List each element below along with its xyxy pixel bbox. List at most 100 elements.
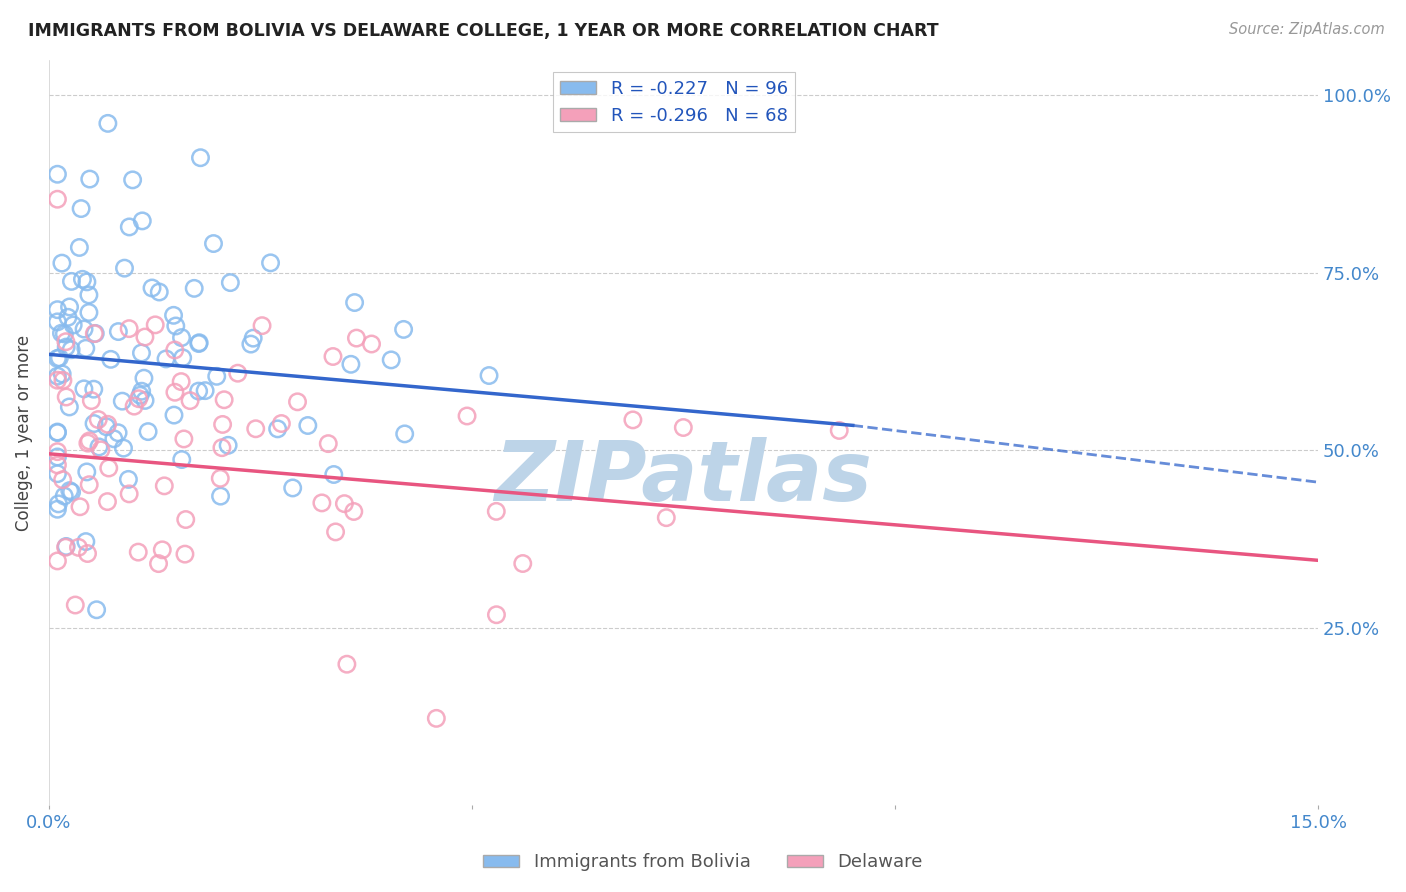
Point	[65, 598, 87, 612]
Legend: Immigrants from Bolivia, Delaware: Immigrants from Bolivia, Delaware	[477, 847, 929, 879]
Point	[209, 489, 232, 503]
Point	[131, 346, 153, 360]
Point	[179, 393, 201, 408]
Point	[170, 330, 193, 344]
Point	[163, 343, 186, 357]
Point	[48, 351, 70, 365]
Point	[76, 547, 98, 561]
Point	[52, 373, 75, 387]
Point	[84, 326, 107, 341]
Point	[187, 336, 209, 351]
Point	[170, 452, 193, 467]
Point	[217, 438, 239, 452]
Point	[46, 425, 69, 439]
Point	[380, 352, 402, 367]
Point	[76, 465, 98, 479]
Point	[188, 335, 211, 350]
Point	[394, 426, 416, 441]
Point	[672, 420, 695, 434]
Point	[174, 512, 197, 526]
Point	[174, 547, 197, 561]
Point	[46, 450, 69, 464]
Point	[73, 382, 96, 396]
Point	[163, 385, 186, 400]
Point	[155, 351, 177, 366]
Point	[226, 366, 249, 380]
Point	[183, 281, 205, 295]
Point	[128, 392, 150, 406]
Point	[281, 481, 304, 495]
Point	[190, 151, 212, 165]
Point	[46, 554, 69, 568]
Point	[322, 350, 344, 364]
Point	[148, 285, 170, 299]
Point	[59, 483, 82, 498]
Point	[72, 272, 94, 286]
Point	[132, 371, 155, 385]
Point	[202, 236, 225, 251]
Point	[55, 390, 77, 404]
Point	[118, 321, 141, 335]
Point	[266, 422, 288, 436]
Point	[325, 524, 347, 539]
Point	[134, 393, 156, 408]
Point	[118, 487, 141, 501]
Point	[143, 318, 166, 332]
Point	[131, 214, 153, 228]
Point	[55, 334, 77, 349]
Point	[211, 441, 233, 455]
Point	[259, 256, 281, 270]
Point	[67, 240, 90, 254]
Point	[114, 261, 136, 276]
Point	[46, 444, 69, 458]
Point	[655, 510, 678, 524]
Point	[621, 413, 644, 427]
Legend: R = -0.227   N = 96, R = -0.296   N = 68: R = -0.227 N = 96, R = -0.296 N = 68	[553, 72, 796, 132]
Point	[187, 384, 209, 398]
Point	[134, 330, 156, 344]
Point	[212, 392, 235, 407]
Point	[60, 274, 83, 288]
Point	[478, 368, 501, 383]
Point	[77, 305, 100, 319]
Point	[97, 116, 120, 130]
Point	[79, 172, 101, 186]
Point	[76, 275, 98, 289]
Point	[165, 318, 187, 333]
Point	[346, 331, 368, 345]
Point	[121, 173, 143, 187]
Text: ZIPatlas: ZIPatlas	[495, 437, 873, 517]
Point	[86, 603, 108, 617]
Point	[46, 302, 69, 317]
Point	[46, 425, 69, 440]
Text: IMMIGRANTS FROM BOLIVIA VS DELAWARE COLLEGE, 1 YEAR OR MORE CORRELATION CHART: IMMIGRANTS FROM BOLIVIA VS DELAWARE COLL…	[28, 22, 939, 40]
Point	[107, 425, 129, 440]
Point	[392, 322, 415, 336]
Point	[67, 541, 90, 555]
Point	[55, 540, 77, 554]
Point	[60, 485, 83, 500]
Point	[52, 473, 75, 487]
Point	[51, 256, 73, 270]
Point	[250, 318, 273, 333]
Point	[58, 300, 80, 314]
Point	[127, 545, 149, 559]
Point	[53, 489, 76, 503]
Point	[219, 276, 242, 290]
Point	[194, 384, 217, 398]
Point	[343, 504, 366, 518]
Point	[51, 326, 73, 341]
Point	[73, 322, 96, 336]
Point	[83, 417, 105, 431]
Point	[75, 534, 97, 549]
Point	[46, 369, 69, 384]
Point	[77, 288, 100, 302]
Point	[107, 325, 129, 339]
Point	[316, 436, 339, 450]
Point	[209, 471, 232, 485]
Point	[58, 400, 80, 414]
Point	[55, 541, 77, 555]
Point	[46, 467, 69, 481]
Point	[77, 477, 100, 491]
Point	[111, 394, 134, 409]
